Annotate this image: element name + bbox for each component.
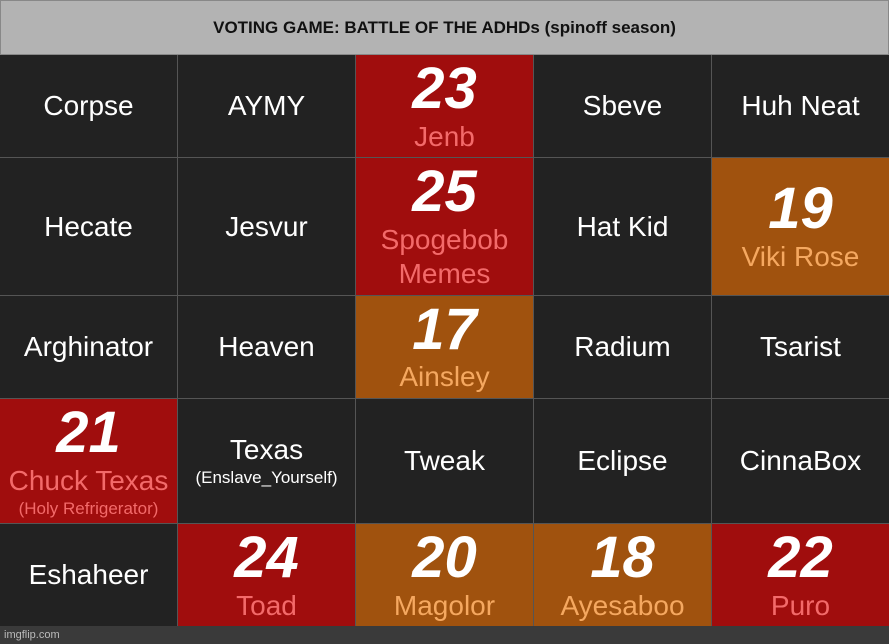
contestant-cell: Hat Kid bbox=[534, 158, 711, 295]
contestant-cell: Texas (Enslave_Yourself) bbox=[178, 399, 355, 523]
contestant-cell: Chuck Texas (Holy Refrigerator) 21 bbox=[0, 399, 177, 523]
contestant-cell: Radium bbox=[534, 295, 711, 399]
elimination-score: 23 bbox=[412, 56, 477, 121]
contestant-name: Toad bbox=[236, 589, 297, 621]
contestant-alias: (Enslave_Yourself) bbox=[195, 468, 338, 488]
contestant-cell: Arghinator bbox=[0, 295, 177, 399]
contestant-cell: Puro 22 bbox=[712, 523, 889, 627]
watermark: imgflip.com bbox=[4, 629, 60, 642]
contestant-alias: (Holy Refrigerator) bbox=[18, 498, 159, 518]
contestant-name: Viki Rose bbox=[741, 241, 860, 273]
contestant-name: Tweak bbox=[404, 445, 485, 477]
contestant-cell: Eclipse bbox=[534, 399, 711, 523]
contestant-cell: Jesvur bbox=[178, 158, 355, 295]
contestant-cell: Hecate bbox=[0, 158, 177, 295]
contestant-name: Hat Kid bbox=[576, 210, 669, 242]
contestant-name: Sbeve bbox=[582, 90, 663, 122]
contestant-name: Ayesaboo bbox=[560, 589, 685, 621]
contestant-name: Arghinator bbox=[23, 331, 154, 362]
elimination-score: 19 bbox=[768, 176, 833, 242]
contestant-grid: Corpse AYMY Jenb 23 Sbeve Huh Neat Hecate Jesvu… bbox=[0, 55, 889, 627]
contestant-cell: CinnaBox bbox=[712, 399, 889, 523]
elimination-score: 17 bbox=[412, 296, 477, 362]
contestant-cell: Huh Neat bbox=[712, 55, 889, 158]
contestant-cell: Ayesaboo 18 bbox=[534, 523, 711, 627]
elimination-score: 21 bbox=[56, 400, 121, 466]
contestant-cell: Jenb 23 bbox=[356, 55, 533, 158]
contestant-name: Eclipse bbox=[577, 445, 668, 477]
contestant-name: Ainsley bbox=[399, 361, 490, 393]
contestant-cell: Tweak bbox=[356, 399, 533, 523]
elimination-score: 20 bbox=[412, 524, 477, 590]
contestant-cell: AYMY bbox=[178, 55, 355, 158]
contestant-name: Jenb bbox=[414, 120, 475, 152]
contestant-name: Jesvur bbox=[225, 210, 308, 242]
game-title: VOTING GAME: BATTLE OF THE ADHDs (spinof… bbox=[0, 0, 889, 55]
contestant-cell: Heaven bbox=[178, 295, 355, 399]
elimination-score: 22 bbox=[768, 524, 833, 590]
contestant-name: CinnaBox bbox=[739, 445, 862, 477]
contestant-name: Tsarist bbox=[760, 331, 841, 362]
contestant-cell: Magolor 20 bbox=[356, 523, 533, 627]
contestant-name: Hecate bbox=[44, 210, 133, 242]
contestant-name: Corpse bbox=[43, 90, 134, 122]
footer: imgflip.com bbox=[0, 626, 889, 644]
contestant-name: AYMY bbox=[227, 90, 306, 122]
contestant-cell: Viki Rose 19 bbox=[712, 158, 889, 295]
contestant-name: Radium bbox=[574, 331, 671, 362]
contestant-name: Spogebob Memes bbox=[380, 224, 509, 289]
contestant-name: Puro bbox=[770, 589, 831, 621]
contestant-cell: Ainsley 17 bbox=[356, 295, 533, 399]
contestant-name: Huh Neat bbox=[741, 90, 860, 122]
elimination-score: 25 bbox=[412, 159, 477, 225]
contestant-cell: Spogebob Memes 25 bbox=[356, 158, 533, 295]
contestant-cell: Sbeve bbox=[534, 55, 711, 158]
contestant-name: Magolor bbox=[393, 589, 496, 621]
elimination-score: 18 bbox=[590, 524, 655, 590]
contestant-name: Heaven bbox=[218, 331, 315, 362]
contestant-cell: Eshaheer bbox=[0, 523, 177, 627]
contestant-cell: Toad 24 bbox=[178, 523, 355, 627]
contestant-cell: Tsarist bbox=[712, 295, 889, 399]
contestant-name: Chuck Texas bbox=[8, 464, 169, 496]
contestant-cell: Corpse bbox=[0, 55, 177, 158]
contestant-name: Eshaheer bbox=[28, 559, 149, 591]
contestant-name: Texas bbox=[229, 434, 304, 466]
elimination-score: 24 bbox=[234, 524, 299, 590]
